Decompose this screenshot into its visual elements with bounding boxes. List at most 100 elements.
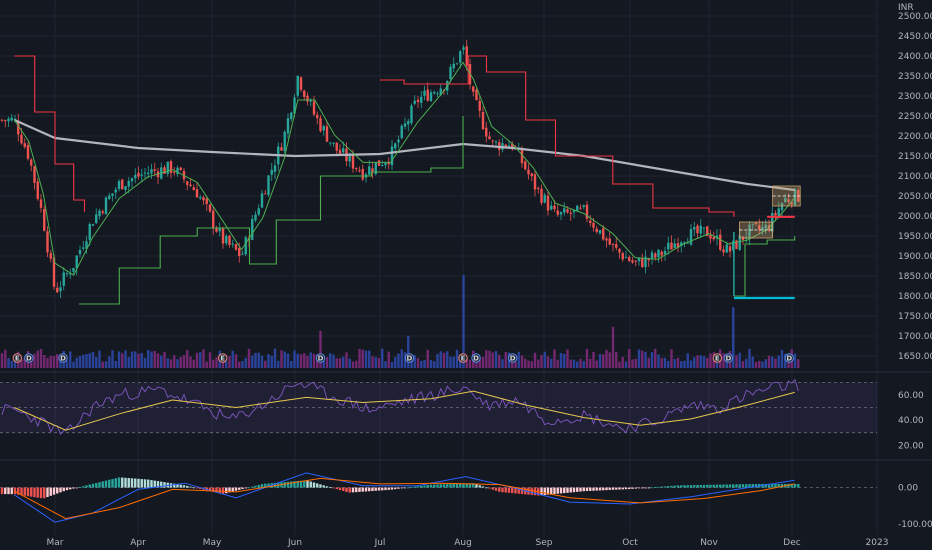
macd-histogram-bar [361, 487, 364, 492]
candle-body [293, 97, 296, 114]
volume-bar [673, 359, 676, 368]
volume-bar [732, 307, 735, 368]
candle-body [667, 242, 670, 250]
candle-body [598, 230, 602, 234]
candle-body [524, 161, 527, 170]
volume-bar [335, 358, 338, 368]
volume-bar [546, 356, 550, 368]
macd-histogram-bar [43, 487, 46, 499]
macd-histogram-bar [416, 486, 420, 488]
candle-body [377, 160, 381, 166]
macd-histogram-bar [553, 487, 556, 495]
volume-bar [709, 353, 712, 368]
macd-histogram-bar [602, 487, 605, 491]
macd-histogram-bar [696, 485, 699, 488]
candle-body [488, 136, 491, 140]
volume-bar [595, 360, 598, 368]
candle-body [189, 184, 192, 187]
candle-body [592, 222, 595, 228]
volume-bar [134, 351, 137, 368]
candle-body [491, 140, 494, 142]
macd-histogram-bar [254, 485, 257, 488]
macd-histogram-bar [251, 486, 254, 488]
volume-bar [634, 358, 637, 368]
candle-body [195, 189, 199, 198]
macd-pane[interactable] [0, 472, 877, 523]
candle-body [286, 118, 290, 134]
macd-histogram-bar [738, 484, 741, 488]
volume-bar [641, 350, 644, 368]
macd-histogram-bar [426, 485, 429, 488]
macd-histogram-bar [449, 483, 452, 488]
volume-bar [387, 351, 390, 368]
volume-bar [234, 354, 238, 368]
macd-histogram-bar [446, 484, 449, 488]
candle-body [784, 197, 787, 203]
macd-histogram-bar [150, 480, 153, 488]
macd-histogram-bar [88, 484, 91, 488]
candle-body [36, 181, 39, 200]
event-marker-label: D [725, 355, 731, 363]
macd-histogram-bar [82, 486, 85, 488]
macd-histogram-bar [189, 486, 192, 488]
candle-body [407, 121, 410, 125]
macd-histogram-bar [140, 479, 143, 488]
macd-histogram-bar [127, 478, 130, 488]
price-tick-label: 1650.00 [898, 352, 932, 362]
macd-histogram-bar [787, 483, 790, 488]
volume-bar [82, 354, 85, 368]
volume-bar [251, 355, 254, 368]
macd-histogram-bar [771, 483, 774, 488]
volume-bar [699, 355, 702, 368]
candle-body [394, 143, 397, 149]
macd-histogram-bar [754, 483, 758, 488]
macd-histogram-bar [104, 480, 108, 488]
candle-body [494, 141, 498, 143]
price-tick-label: 2300.00 [898, 92, 932, 102]
volume-bar [543, 351, 546, 368]
volume-bar [793, 353, 797, 368]
event-marker [471, 353, 481, 363]
candle-body [303, 90, 306, 97]
candle-body [335, 142, 338, 151]
volume-bar [91, 352, 95, 368]
macd-histogram-bar [719, 484, 722, 488]
volume-bar [488, 350, 491, 368]
candle-body [621, 253, 624, 260]
volume-bar [244, 357, 247, 368]
volume-bar [351, 361, 355, 368]
macd-histogram-bar [10, 487, 13, 495]
macd-histogram-bar [650, 487, 654, 489]
macd-histogram-bar [767, 483, 771, 488]
macd-histogram-bar [709, 484, 712, 488]
volume-bar [88, 353, 91, 368]
candle-body [225, 236, 228, 244]
candle-body [611, 243, 615, 245]
price-tick-label: 2000.00 [898, 212, 932, 222]
candle-body [312, 101, 316, 115]
candle-body [111, 193, 114, 196]
rsi-pane[interactable] [0, 378, 877, 436]
macd-histogram-bar [293, 481, 296, 488]
macd-histogram-bar [628, 487, 631, 490]
volume-bar [407, 335, 410, 368]
event-marker-label: D [510, 355, 516, 363]
volume-bar [771, 356, 774, 368]
volume-bar [283, 351, 286, 368]
volume-bar [553, 349, 556, 368]
volume-bar [225, 361, 228, 368]
volume-bar [602, 354, 605, 368]
macd-histogram-bar [546, 487, 550, 495]
macd-histogram-bar [345, 487, 348, 492]
macd-histogram-bar [316, 483, 319, 488]
candle-body [511, 143, 514, 149]
macd-histogram-bar [121, 477, 124, 488]
rsi-tick-label: 60.00 [898, 391, 924, 401]
macd-histogram-bar [624, 487, 628, 490]
candle-body [62, 272, 65, 286]
price-tick-label: 1750.00 [898, 312, 932, 322]
macd-histogram-bar [475, 484, 478, 488]
macd-histogram-bar [634, 487, 637, 489]
